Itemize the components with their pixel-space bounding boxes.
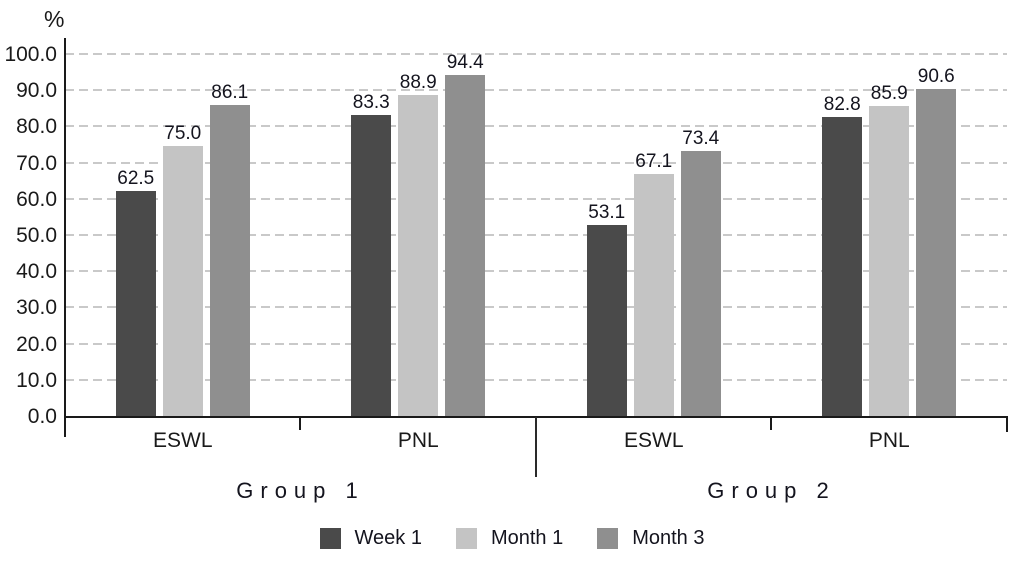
bar-month-3: 86.1 [209,82,250,417]
y-axis-unit-label: % [44,6,65,32]
y-axis-line [64,38,66,437]
category-label-pnl-group2: PNL [868,429,910,452]
gridline [65,378,1007,381]
legend-item-week-1: Week 1 [319,527,422,550]
bar-value-label: 67.1 [635,151,673,173]
group1-label: Group 1 [236,478,365,503]
bar-value-label: 90.6 [917,66,955,88]
bar-value-label: 53.1 [588,201,626,223]
gridline [65,53,1007,55]
bar-week-1: 82.8 [822,94,863,417]
y-tick-label: 80.0 [16,115,57,139]
category-label-eswl-group2: ESWL [623,429,684,452]
legend-item-month-3: Month 3 [597,527,704,550]
y-tick-label: 40.0 [16,260,57,284]
y-tick-label: 50.0 [16,224,57,247]
bar-month-1: 67.1 [633,151,674,417]
category-label-row: ESWL PNL ESWL PNL [65,429,1007,453]
y-tick-label: 30.0 [16,296,57,320]
gridline [65,270,1007,273]
x-axis-tick [1006,417,1008,432]
legend: Week 1 Month 1 Month 3 [0,527,1024,550]
legend-label: Month 3 [632,527,705,549]
group-label-row: Group 1 Group 2 [65,478,1007,504]
legend-swatch [455,528,477,549]
bar-month-3: 73.4 [680,128,721,417]
legend-item-month-1: Month 1 [455,527,564,550]
bar-month-1: 75.0 [162,123,203,417]
bar-value-label: 86.1 [211,82,249,104]
bar-month-3: 94.4 [445,52,486,417]
group-divider-line [535,417,537,477]
bar-cluster-eswl: 53.1 67.1 73.4 [536,55,772,417]
x-axis-tick [299,417,301,430]
bar-value-label: 62.5 [117,167,155,189]
gridline [65,197,1007,200]
legend-label: Month 1 [490,527,564,549]
y-tick-label: 70.0 [16,151,57,175]
bar-cluster-eswl: 62.5 75.0 86.1 [65,55,301,417]
bar-month-3: 90.6 [916,66,957,417]
legend-swatch [319,528,341,549]
bar-cluster-pnl: 82.8 85.9 90.6 [772,55,1008,417]
y-axis-tick-labels: 0.0 10.0 20.0 30.0 40.0 50.0 60.0 70.0 80.0 90.0 1… [0,44,57,427]
y-tick-label: 90.0 [16,79,57,103]
gridline [65,306,1007,309]
bar-value-label: 82.8 [823,94,861,116]
bar-value-label: 75.0 [164,122,202,144]
bar-value-label: 94.4 [446,52,484,74]
gridline [65,89,1007,92]
legend-swatch [597,528,619,549]
gridline [65,161,1007,164]
bar-week-1: 83.3 [351,92,392,417]
y-tick-label: 20.0 [16,332,57,356]
y-tick-label: 0.0 [27,405,57,428]
gridline [65,125,1007,128]
category-label-pnl-group1: PNL [397,429,439,452]
bar-clusters: 62.5 75.0 86.1 83.3 88.9 94.4 53.1 67.1 73.4 82.8… [65,52,1008,417]
y-tick-label: 100.0 [4,43,57,66]
bar-week-1: 62.5 [115,168,156,417]
gridline [65,342,1007,345]
bar-value-label: 83.3 [352,92,390,114]
legend-label: Week 1 [354,527,422,549]
bar-cluster-pnl: 83.3 88.9 94.4 [301,52,537,417]
bar-week-1: 53.1 [586,202,627,417]
group2-label: Group 2 [707,478,836,503]
plot-area: 62.5 75.0 86.1 83.3 88.9 94.4 53.1 67.1 73.4 82.8… [65,52,1008,417]
y-tick-label: 60.0 [16,187,57,211]
bar-value-label: 73.4 [682,128,720,150]
bar-value-label: 88.9 [399,72,437,94]
gridline [65,234,1007,236]
category-label-eswl-group1: ESWL [152,429,213,452]
x-axis-tick [770,417,772,430]
bar-month-1: 85.9 [869,83,910,417]
bar-month-1: 88.9 [398,72,439,417]
bar-value-label: 85.9 [870,83,908,105]
y-tick-label: 10.0 [16,368,57,392]
